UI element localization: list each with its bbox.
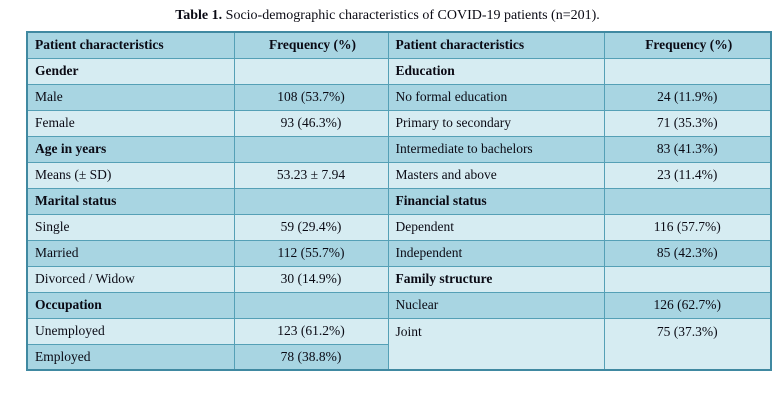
frequency-value-married: 112 (55.7%): [233, 239, 389, 267]
empty-frequency-cell: [233, 57, 389, 85]
frequency-value-dependent: 116 (57.7%): [603, 213, 772, 241]
empty-frequency-cell: [233, 135, 389, 163]
socio-demographic-table: Patient characteristics Frequency (%) Pa…: [26, 31, 772, 371]
row-label-intermediate-to-bachelors: Intermediate to bachelors: [387, 135, 605, 163]
empty-frequency-cell: [603, 57, 772, 85]
section-header-family-structure: Family structure: [387, 265, 605, 293]
frequency-value-single: 59 (29.4%): [233, 213, 389, 241]
table-row: Single 59 (29.4%) Dependent 116 (57.7%): [26, 213, 772, 241]
column-header-frequency-right: Frequency (%): [603, 31, 772, 59]
row-label-independent: Independent: [387, 239, 605, 267]
section-header-financial-status: Financial status: [387, 187, 605, 215]
frequency-value-unemployed: 123 (61.2%): [233, 317, 389, 345]
section-header-education: Education: [387, 57, 605, 85]
table-row: Male 108 (53.7%) No formal education 24 …: [26, 83, 772, 111]
frequency-value-primary-to-secondary: 71 (35.3%): [603, 109, 772, 137]
section-header-gender: Gender: [26, 57, 235, 85]
row-label-male: Male: [26, 83, 235, 111]
table-caption: Table 1. Socio-demographic characteristi…: [0, 7, 775, 25]
row-label-joint: Joint: [387, 317, 605, 371]
table-row: Married 112 (55.7%) Independent 85 (42.3…: [26, 239, 772, 267]
section-header-age-in-years: Age in years: [26, 135, 235, 163]
row-label-female: Female: [26, 109, 235, 137]
frequency-value-intermediate-to-bachelors: 83 (41.3%): [603, 135, 772, 163]
row-label-primary-to-secondary: Primary to secondary: [387, 109, 605, 137]
table-row: Female 93 (46.3%) Primary to secondary 7…: [26, 109, 772, 137]
row-label-unemployed: Unemployed: [26, 317, 235, 345]
empty-frequency-cell: [233, 291, 389, 319]
empty-frequency-cell: [233, 187, 389, 215]
frequency-value-employed: 78 (38.8%): [233, 343, 389, 371]
row-label-masters-and-above: Masters and above: [387, 161, 605, 189]
table-row: Means (± SD) 53.23 ± 7.94 Masters and ab…: [26, 161, 772, 189]
frequency-value-no-formal-education: 24 (11.9%): [603, 83, 772, 111]
row-label-no-formal-education: No formal education: [387, 83, 605, 111]
table-row: Age in years Intermediate to bachelors 8…: [26, 135, 772, 163]
empty-frequency-cell: [603, 265, 772, 293]
frequency-value-male: 108 (53.7%): [233, 83, 389, 111]
section-header-occupation: Occupation: [26, 291, 235, 319]
frequency-value-means-sd: 53.23 ± 7.94: [233, 161, 389, 189]
frequency-value-masters-and-above: 23 (11.4%): [603, 161, 772, 189]
row-label-nuclear: Nuclear: [387, 291, 605, 319]
table-row: Divorced / Widow 30 (14.9%) Family struc…: [26, 265, 772, 293]
frequency-value-divorced-widow: 30 (14.9%): [233, 265, 389, 293]
row-label-means-sd: Means (± SD): [26, 161, 235, 189]
column-header-characteristics-right: Patient characteristics: [387, 31, 605, 59]
row-label-married: Married: [26, 239, 235, 267]
row-label-divorced-widow: Divorced / Widow: [26, 265, 235, 293]
table-caption-number: Table 1.: [175, 8, 223, 23]
table-row: Marital status Financial status: [26, 187, 772, 215]
table-row: Unemployed 123 (61.2%) Joint 75 (37.3%): [26, 317, 772, 371]
section-header-marital-status: Marital status: [26, 187, 235, 215]
frequency-value-joint: 75 (37.3%): [603, 317, 772, 371]
row-label-single: Single: [26, 213, 235, 241]
table-caption-text: Socio-demographic characteristics of COV…: [222, 8, 600, 23]
row-label-dependent: Dependent: [387, 213, 605, 241]
frequency-value-female: 93 (46.3%): [233, 109, 389, 137]
row-label-employed: Employed: [26, 343, 235, 371]
table-row: Gender Education: [26, 57, 772, 85]
empty-frequency-cell: [603, 187, 772, 215]
frequency-value-nuclear: 126 (62.7%): [603, 291, 772, 319]
header-row: Patient characteristics Frequency (%) Pa…: [26, 31, 772, 59]
column-header-characteristics-left: Patient characteristics: [26, 31, 235, 59]
frequency-value-independent: 85 (42.3%): [603, 239, 772, 267]
table-row: Occupation Nuclear 126 (62.7%): [26, 291, 772, 319]
column-header-frequency-left: Frequency (%): [233, 31, 389, 59]
